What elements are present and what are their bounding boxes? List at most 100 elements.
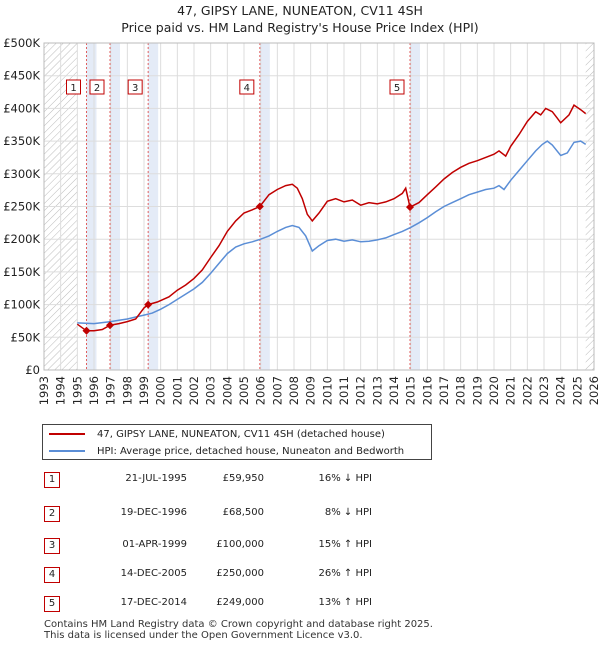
legend-item-property: 47, GIPSY LANE, NUNEATON, CV11 4SH (deta… bbox=[49, 426, 385, 442]
sale-number: 4 bbox=[44, 567, 60, 583]
y-tick-label: £100K bbox=[3, 298, 40, 312]
legend-label-property: 47, GIPSY LANE, NUNEATON, CV11 4SH (deta… bbox=[97, 428, 385, 440]
x-tick-label: 2014 bbox=[387, 376, 401, 405]
y-tick-label: £300K bbox=[3, 167, 40, 181]
sale-point bbox=[82, 326, 91, 335]
x-tick-label: 1997 bbox=[104, 376, 118, 405]
sale-row: 3 01-APR-1999 £100,000 15% ↑ HPI bbox=[42, 538, 442, 554]
price-chart: £0 £50K £100K £150K £200K £250K £300K £350K £400… bbox=[3, 36, 600, 405]
sale-date: 21-JUL-1995 bbox=[125, 473, 187, 484]
sale-price: £59,950 bbox=[222, 473, 264, 484]
sale-price: £68,500 bbox=[222, 507, 264, 518]
x-tick-label: 2007 bbox=[270, 376, 284, 405]
sale-point bbox=[144, 300, 153, 309]
y-tick-label: £50K bbox=[11, 330, 41, 344]
x-tick-label: 2000 bbox=[154, 376, 168, 405]
sale-hpi-diff: 8% ↓ HPI bbox=[324, 507, 372, 518]
x-tick-label: 1998 bbox=[120, 376, 134, 405]
x-tick-label: 2005 bbox=[237, 376, 251, 405]
y-tick-label: £200K bbox=[3, 232, 40, 246]
sale-number: 5 bbox=[44, 596, 60, 612]
y-tick-label: £0 bbox=[25, 363, 40, 377]
y-tick-label: £350K bbox=[3, 134, 40, 148]
sale-hpi-diff: 16% ↓ HPI bbox=[318, 473, 372, 484]
sale-hpi-diff: 15% ↑ HPI bbox=[318, 539, 372, 550]
footer: Contains HM Land Registry data © Crown c… bbox=[44, 619, 433, 641]
x-tick-label: 2021 bbox=[504, 376, 518, 405]
x-tick-label: 2001 bbox=[170, 376, 184, 405]
x-tick-label: 1999 bbox=[137, 376, 151, 405]
y-tick-label: £250K bbox=[3, 200, 40, 214]
legend-item-hpi: HPI: Average price, detached house, Nune… bbox=[49, 443, 404, 459]
sale-label: 3 bbox=[132, 83, 138, 94]
sale-hpi-diff: 26% ↑ HPI bbox=[318, 568, 372, 579]
sale-point bbox=[255, 202, 264, 211]
sale-point bbox=[106, 321, 114, 330]
sale-label-box bbox=[389, 79, 405, 95]
x-tick-label: 2010 bbox=[320, 376, 334, 405]
y-tick-label: £450K bbox=[3, 69, 40, 83]
sale-label-box bbox=[127, 79, 143, 95]
sale-date: 17-DEC-2014 bbox=[120, 597, 187, 608]
y-tick-label: £400K bbox=[3, 101, 40, 115]
sale-date: 19-DEC-1996 bbox=[120, 507, 187, 518]
legend-swatch-property bbox=[49, 433, 85, 435]
sale-label-box bbox=[239, 79, 255, 95]
subtitle-text: Price paid vs. HM Land Registry's House … bbox=[121, 20, 479, 35]
x-tick-label: 2026 bbox=[587, 376, 600, 405]
sale-point bbox=[406, 203, 414, 212]
x-tick-label: 1996 bbox=[87, 376, 101, 405]
x-tick-label: 2017 bbox=[437, 376, 451, 405]
x-tick-label: 2022 bbox=[520, 376, 534, 405]
footer-line: This data is licensed under the Open Gov… bbox=[44, 630, 363, 641]
x-tick-label: 2018 bbox=[454, 376, 468, 405]
x-tick-label: 2011 bbox=[337, 376, 351, 405]
chart-title: 47, GIPSY LANE, NUNEATON, CV11 4SH Price… bbox=[0, 2, 600, 36]
hpi-line bbox=[77, 140, 587, 325]
sale-label: 4 bbox=[244, 83, 250, 94]
x-tick-label: 2003 bbox=[204, 376, 218, 405]
x-tick-label: 2025 bbox=[570, 376, 584, 405]
sale-row: 1 21-JUL-1995 £59,950 16% ↓ HPI bbox=[42, 472, 442, 488]
x-tick-label: 1994 bbox=[54, 376, 68, 405]
x-tick-label: 2016 bbox=[420, 376, 434, 405]
x-tick-label: 2024 bbox=[554, 376, 568, 405]
sale-label: 1 bbox=[70, 83, 76, 94]
x-tick-label: 2020 bbox=[487, 376, 501, 405]
sale-label: 5 bbox=[394, 83, 400, 94]
x-tick-label: 2004 bbox=[220, 376, 234, 405]
sale-row: 2 19-DEC-1996 £68,500 8% ↓ HPI bbox=[42, 506, 442, 522]
sale-label: 2 bbox=[94, 83, 100, 94]
x-tick-label: 1995 bbox=[70, 376, 84, 405]
sale-row: 4 14-DEC-2005 £250,000 26% ↑ HPI bbox=[42, 567, 442, 583]
x-tick-label: 2012 bbox=[354, 376, 368, 405]
x-tick-label: 2013 bbox=[370, 376, 384, 405]
sale-date: 01-APR-1999 bbox=[122, 539, 187, 550]
sale-label-box bbox=[89, 79, 105, 95]
legend-label-hpi: HPI: Average price, detached house, Nune… bbox=[97, 445, 405, 457]
x-tick-label: 1993 bbox=[37, 376, 51, 405]
y-tick-label: £500K bbox=[3, 36, 40, 50]
y-tick-label: £150K bbox=[3, 265, 40, 279]
x-tick-label: 2002 bbox=[187, 376, 201, 405]
sale-price: £249,000 bbox=[216, 597, 264, 608]
legend: 47, GIPSY LANE, NUNEATON, CV11 4SH (deta… bbox=[42, 424, 432, 460]
sale-hpi-diff: 13% ↑ HPI bbox=[318, 597, 372, 608]
sale-price: £100,000 bbox=[216, 539, 264, 550]
footer-line: Contains HM Land Registry data © Crown c… bbox=[44, 619, 433, 630]
sale-number: 1 bbox=[44, 472, 60, 488]
sale-label-box bbox=[66, 79, 81, 95]
sale-date: 14-DEC-2005 bbox=[120, 568, 187, 579]
sale-number: 2 bbox=[44, 506, 60, 522]
sale-price: £250,000 bbox=[216, 568, 264, 579]
plot-frame bbox=[43, 42, 595, 371]
legend-swatch-hpi bbox=[49, 450, 85, 452]
x-tick-label: 2008 bbox=[287, 376, 301, 405]
property-price-line bbox=[76, 103, 587, 332]
x-tick-label: 2015 bbox=[404, 376, 418, 405]
x-tick-label: 2023 bbox=[537, 376, 551, 405]
x-tick-label: 2006 bbox=[254, 376, 268, 405]
sale-number: 3 bbox=[44, 538, 60, 554]
sale-row: 5 17-DEC-2014 £249,000 13% ↑ HPI bbox=[42, 596, 442, 612]
x-tick-label: 2019 bbox=[470, 376, 484, 405]
